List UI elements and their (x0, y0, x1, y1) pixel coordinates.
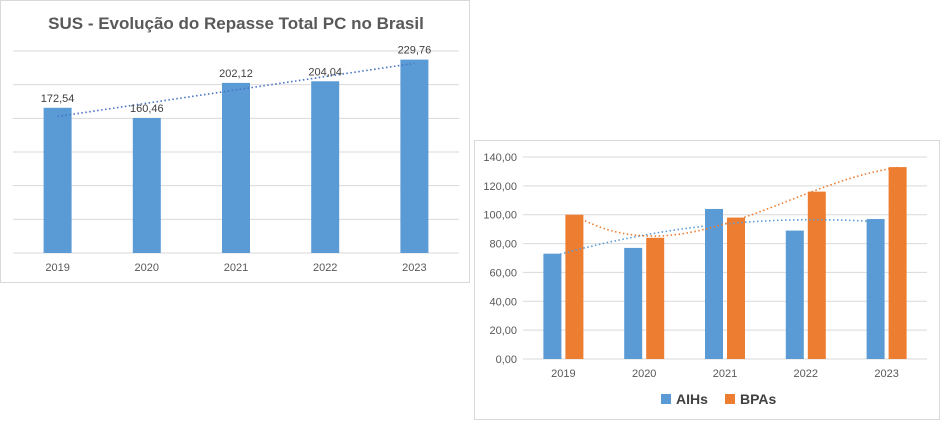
legend-label: AIHs (676, 391, 708, 407)
legend: AIHs BPAs (661, 391, 777, 407)
data-label: 160,46 (130, 103, 164, 115)
legend-label: BPAs (740, 391, 777, 407)
x-tick-label: 2022 (794, 368, 818, 380)
bar-2021 (222, 82, 250, 254)
bar-2020 (132, 117, 161, 253)
repasse-total-svg: SUS - Evolução do Repasse Total PC no Br… (13, 14, 459, 274)
bar-aihs-2021 (705, 208, 723, 359)
y-tick-label: 40,00 (489, 296, 517, 308)
linear-trendline (57, 62, 415, 118)
x-tick-label: 2020 (135, 262, 159, 274)
data-label: 204,04 (308, 66, 342, 78)
data-label: 202,12 (219, 68, 253, 80)
trendline (57, 62, 415, 118)
y-tick-label: 20,00 (489, 325, 517, 337)
bar-aihs-2023 (866, 219, 885, 359)
bar-bpas-2022 (807, 191, 826, 359)
bar-bpas-2020 (646, 237, 665, 359)
bars (43, 59, 429, 254)
y-tick-label: 140,00 (483, 152, 517, 164)
x-axis-tick-labels: 2019 2020 2021 2022 2023 (45, 262, 426, 274)
bar-aihs-2022 (785, 230, 804, 359)
aih-bpa-svg: 0,00 20,00 40,00 60,00 80,00 100,00 120,00 140,… (483, 152, 927, 407)
bar-bpas-2019 (565, 214, 584, 359)
x-axis-tick-labels: 2019 2020 2021 2022 2023 (551, 368, 899, 380)
x-tick-label: 2023 (874, 368, 898, 380)
data-label: 172,54 (41, 93, 75, 105)
x-tick-label: 2019 (551, 368, 575, 380)
y-tick-label: 100,00 (483, 210, 517, 222)
y-tick-label: 0,00 (496, 354, 517, 366)
bar-bpas-2023 (888, 167, 907, 359)
chart-title: SUS - Evolução do Repasse Total PC no Br… (48, 14, 424, 33)
legend-swatch-bpas (725, 394, 735, 404)
aih-bpa-chart: 0,00 20,00 40,00 60,00 80,00 100,00 120,00 140,… (474, 140, 940, 420)
bars (543, 167, 907, 359)
x-tick-label: 2021 (713, 368, 737, 380)
x-tick-label: 2020 (632, 368, 656, 380)
y-tick-label: 120,00 (483, 181, 517, 193)
bar-2023 (400, 59, 429, 253)
bar-2022 (311, 81, 340, 254)
x-tick-label: 2022 (313, 262, 337, 274)
y-tick-label: 80,00 (489, 239, 517, 251)
repasse-total-chart: SUS - Evolução do Repasse Total PC no Br… (0, 0, 470, 283)
trendline-aihs (552, 218, 876, 258)
bar-bpas-2021 (727, 217, 745, 359)
bar-aihs-2020 (624, 247, 643, 359)
x-tick-label: 2019 (45, 262, 69, 274)
y-axis-tick-labels: 0,00 20,00 40,00 60,00 80,00 100,00 120,00 140,… (483, 152, 517, 366)
x-tick-label: 2021 (224, 262, 248, 274)
data-label: 229,76 (398, 45, 432, 57)
data-labels: 172,54 160,46 202,12 204,04 229,76 (41, 45, 431, 115)
x-tick-label: 2023 (402, 262, 426, 274)
bar-aihs-2019 (543, 253, 562, 359)
y-tick-label: 60,00 (489, 267, 517, 279)
gridlines (523, 156, 927, 360)
trendlines (552, 166, 898, 258)
bar-2019 (43, 107, 72, 253)
legend-swatch-aihs (661, 394, 671, 404)
